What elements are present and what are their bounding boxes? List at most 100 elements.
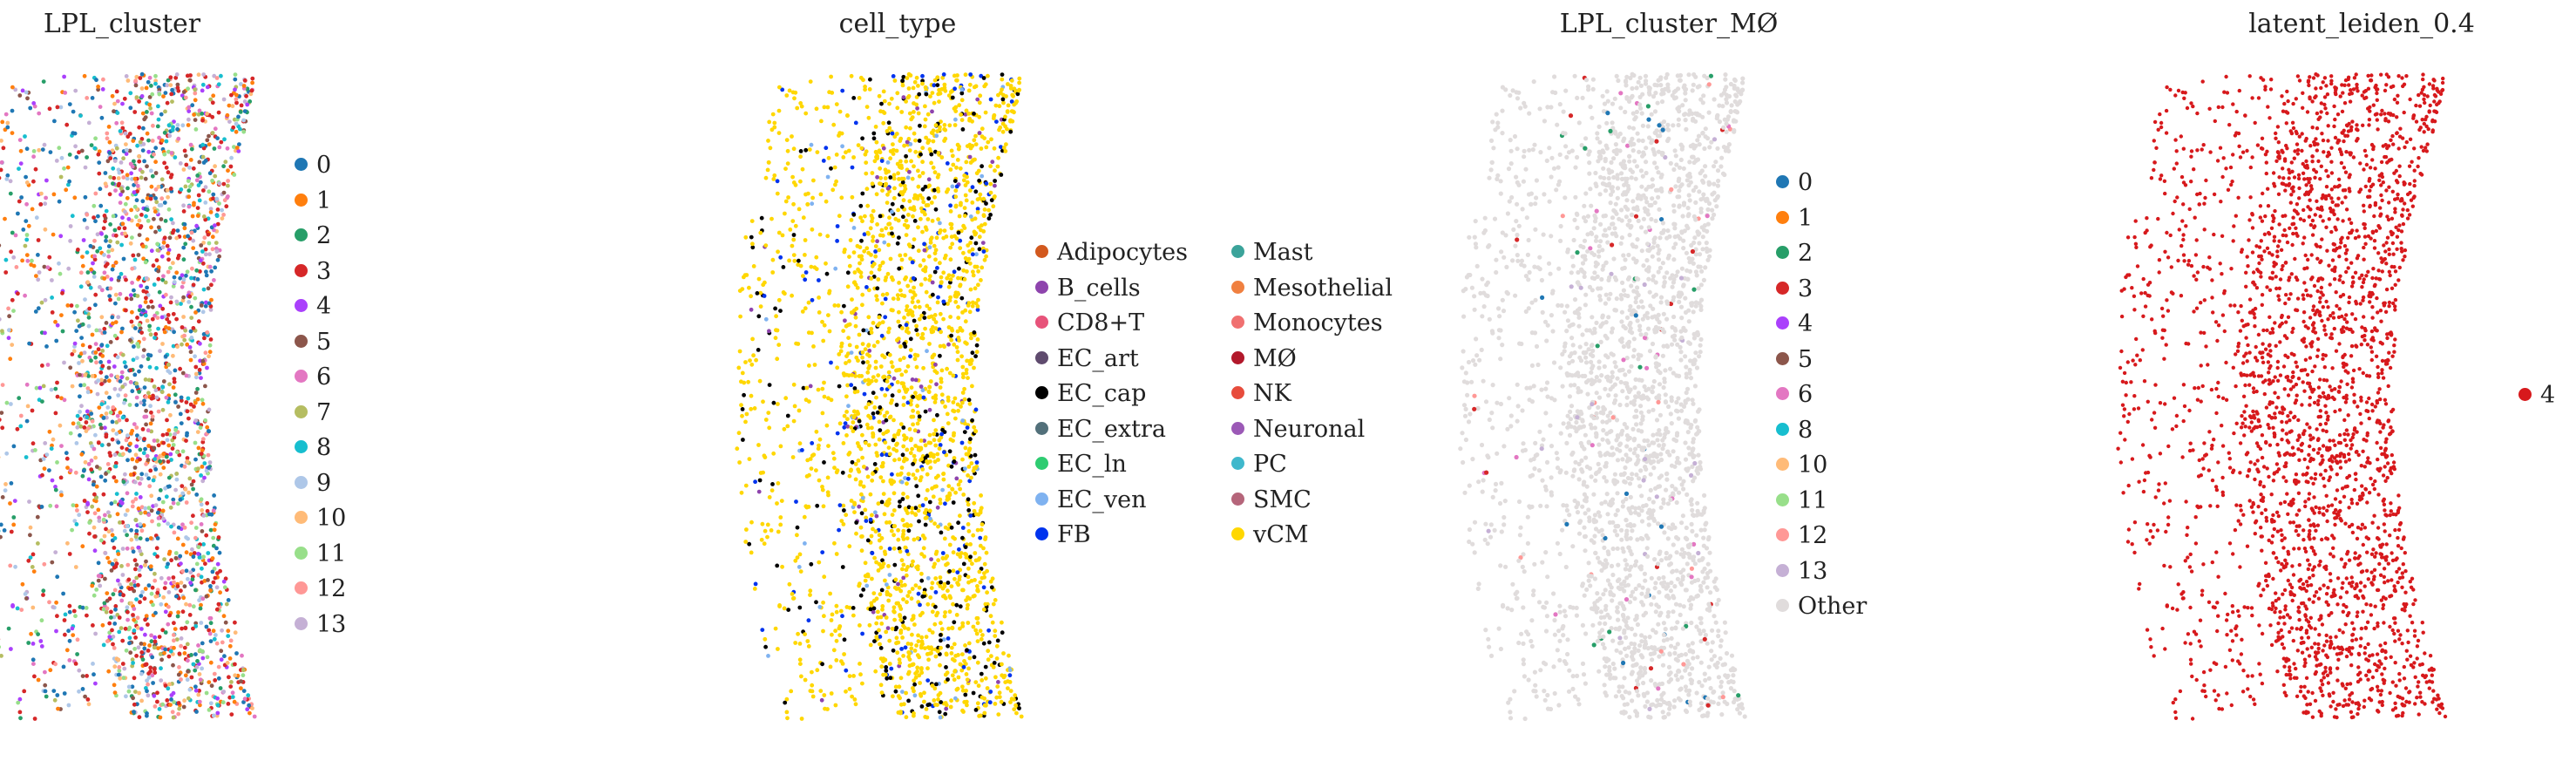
scatter-point	[896, 207, 900, 213]
scatter-point	[923, 326, 927, 331]
scatter-point	[946, 588, 950, 594]
scatter-point	[875, 239, 879, 244]
panel-lpl-cluster: LPL_cluster 0 1 2 3 4 5 6 7 8 9 10 11 12 13	[0, 0, 645, 761]
scatter-point	[53, 319, 58, 324]
scatter-point	[968, 146, 973, 151]
scatter-point	[65, 540, 70, 546]
scatter-point	[922, 699, 926, 704]
scatter-point	[77, 150, 81, 155]
scatter-point	[899, 110, 905, 114]
scatter-point	[891, 546, 897, 551]
scatter-point	[988, 579, 993, 584]
scatter-point	[912, 164, 916, 169]
scatter-point	[144, 462, 149, 466]
scatter-point	[883, 393, 888, 397]
scatter-point	[123, 131, 128, 136]
scatter-point	[971, 594, 976, 599]
scatter-point	[890, 364, 895, 370]
scatter-point	[935, 83, 940, 87]
scatter-point	[228, 638, 234, 643]
scatter-point	[166, 475, 172, 480]
scatter-point	[108, 239, 112, 244]
scatter-point	[52, 119, 57, 124]
scatter-point	[797, 552, 803, 557]
scatter-point	[921, 200, 926, 205]
legend-item: 7	[295, 396, 331, 431]
scatter-point	[180, 542, 186, 547]
scatter-point	[977, 556, 982, 561]
scatter-point	[981, 214, 986, 219]
scatter-point	[938, 690, 943, 696]
scatter-point	[917, 655, 922, 660]
scatter-point	[783, 700, 788, 705]
scatter-point	[912, 207, 917, 213]
scatter-point	[799, 674, 803, 679]
scatter-point	[134, 74, 139, 79]
scatter-point	[17, 199, 22, 204]
scatter-point	[857, 504, 862, 509]
scatter-point	[47, 255, 52, 260]
scatter-point	[49, 387, 54, 392]
scatter-point	[877, 533, 882, 538]
scatter-point	[0, 119, 5, 125]
scatter-point	[936, 173, 941, 178]
scatter-point	[911, 614, 916, 618]
scatter-point	[938, 221, 942, 226]
scatter-point	[75, 508, 79, 513]
scatter-point	[102, 326, 107, 331]
scatter-point	[244, 93, 248, 99]
scatter-point	[163, 486, 168, 491]
scatter-point	[892, 78, 898, 83]
scatter-point	[911, 462, 915, 466]
scatter-point	[50, 310, 55, 315]
scatter-point	[887, 573, 892, 577]
scatter-point	[227, 103, 232, 108]
scatter-point	[65, 165, 71, 170]
scatter-point	[197, 699, 202, 704]
scatter-point	[825, 174, 830, 180]
scatter-point	[883, 296, 888, 302]
scatter-point	[186, 105, 192, 110]
scatter-point	[85, 226, 90, 230]
scatter-point	[141, 348, 146, 352]
scatter-point	[163, 609, 168, 615]
scatter-point	[128, 91, 133, 96]
scatter-point	[152, 445, 157, 451]
scatter-point	[929, 330, 934, 335]
scatter-point	[193, 296, 198, 301]
scatter-point	[135, 615, 140, 621]
scatter-point	[850, 459, 855, 465]
scatter-point	[207, 264, 213, 269]
scatter-point	[81, 238, 86, 242]
scatter-point	[965, 677, 970, 683]
scatter-point	[146, 682, 151, 687]
scatter-point	[36, 277, 41, 282]
scatter-point	[163, 109, 167, 114]
scatter-point	[970, 303, 975, 309]
scatter-point	[756, 314, 762, 319]
scatter-point	[980, 678, 985, 683]
scatter-point	[941, 235, 946, 241]
scatter-point	[211, 535, 216, 540]
scatter-point	[174, 235, 180, 241]
scatter-point	[920, 503, 925, 507]
scatter-point	[767, 329, 771, 334]
scatter-point	[871, 208, 876, 214]
scatter-point	[740, 413, 744, 418]
scatter-point	[910, 632, 914, 637]
scatter-point	[24, 455, 29, 459]
scatter-point	[227, 119, 232, 125]
scatter-point	[51, 605, 56, 609]
scatter-point	[949, 148, 954, 153]
scatter-point	[863, 152, 868, 157]
scatter-point	[878, 428, 883, 432]
scatter-point	[182, 651, 187, 656]
scatter-point	[138, 304, 143, 309]
scatter-point	[110, 148, 115, 153]
scatter-point	[141, 308, 146, 313]
scatter-point	[976, 268, 980, 274]
scatter-point	[128, 241, 133, 246]
scatter-point	[958, 604, 963, 609]
scatter-point	[965, 606, 970, 611]
scatter-point	[137, 275, 142, 280]
